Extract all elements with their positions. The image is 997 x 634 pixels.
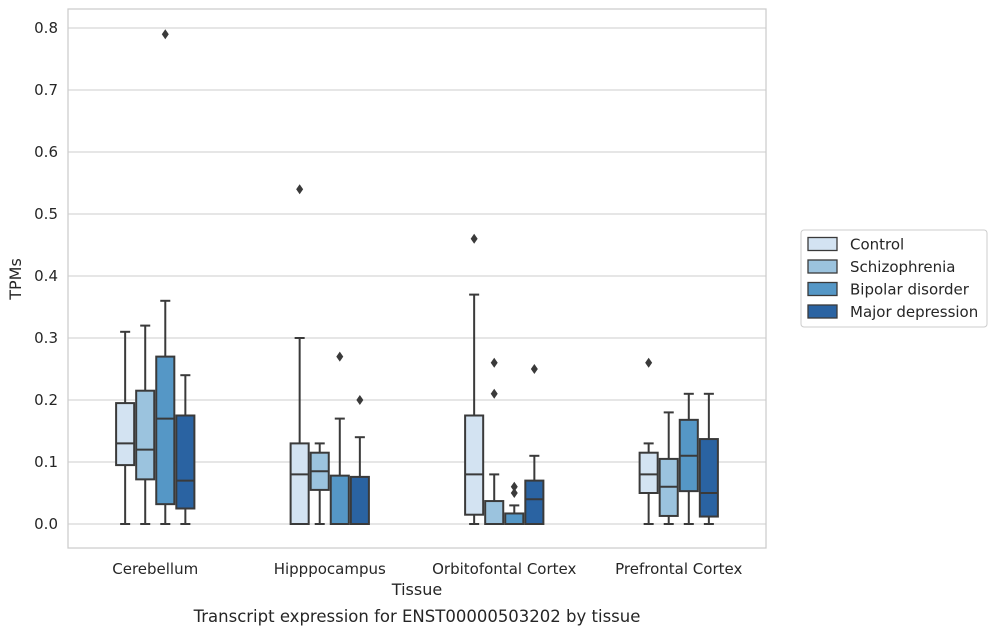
outlier-point: [490, 388, 498, 399]
x-tick-label: Orbitofontal Cortex: [432, 560, 576, 578]
box-3-1: [658, 411, 679, 525]
x-axis-label: Tissue: [391, 580, 442, 599]
box-3-0: [638, 357, 659, 525]
legend-item: Major depression: [807, 303, 978, 321]
outlier-point: [510, 488, 518, 498]
box-0-0: [115, 330, 136, 525]
legend-item: Schizophrenia: [807, 258, 955, 276]
outlier-point: [296, 184, 304, 195]
box-0-2: [155, 29, 176, 525]
box-1-3: [349, 395, 370, 526]
figure-caption: Transcript expression for ENST0000050320…: [193, 607, 641, 626]
box-1-2: [329, 351, 350, 526]
outlier-point: [161, 29, 169, 40]
box-3-2: [678, 392, 699, 525]
y-tick-label: 0.6: [34, 143, 58, 161]
legend-label: Control: [850, 236, 904, 254]
y-tick-label: 0.8: [34, 19, 58, 37]
box-2-1: [484, 357, 505, 525]
iqr-box: [135, 389, 156, 481]
box-0-3: [175, 374, 196, 525]
x-tick-label: Cerebellum: [112, 560, 198, 578]
boxes: [115, 29, 719, 526]
iqr-box: [638, 451, 659, 495]
plot-area-frame: [67, 8, 767, 549]
iqr-box: [155, 355, 176, 506]
legend-label: Bipolar disorder: [850, 281, 970, 299]
y-tick-label: 0.1: [34, 453, 58, 471]
legend-item: Control: [807, 236, 904, 254]
y-tick-label: 0.2: [34, 391, 58, 409]
legend-label: Schizophrenia: [850, 258, 955, 276]
box-0-1: [135, 324, 156, 525]
outlier-point: [470, 233, 478, 244]
y-tick-label: 0.0: [34, 515, 58, 533]
iqr-box: [349, 475, 370, 526]
legend-swatch: [807, 281, 838, 297]
legend-swatch: [807, 236, 838, 252]
iqr-box: [504, 512, 525, 526]
y-tick-label: 0.4: [34, 267, 58, 285]
x-tick-label: Prefrontal Cortex: [615, 560, 742, 578]
legend-label: Major depression: [850, 303, 978, 321]
outlier-point: [356, 395, 364, 405]
outlier-point: [510, 481, 518, 492]
iqr-box: [289, 442, 310, 525]
legend-swatch: [807, 259, 838, 274]
outlier-point: [336, 351, 344, 362]
box-2-0: [464, 233, 485, 525]
iqr-box: [464, 414, 485, 516]
box-2-2: [504, 481, 525, 526]
iqr-box: [115, 402, 136, 467]
y-tick-label: 0.5: [34, 205, 58, 223]
legend-swatch: [807, 304, 838, 319]
iqr-box: [698, 438, 719, 518]
iqr-box: [524, 479, 545, 526]
outlier-point: [490, 357, 498, 368]
box-3-3: [698, 392, 719, 525]
box-2-3: [524, 364, 545, 526]
x-tick-labels: Cerebellum Hipppocampus Orbitofontal Corte…: [112, 560, 742, 578]
y-tick-labels: 0.0 0.1 0.2 0.3 0.4 0.5 0.6 0.7 0.8: [34, 19, 58, 533]
outlier-point: [530, 364, 538, 374]
legend-frame: [800, 229, 988, 328]
y-tick-label: 0.3: [34, 329, 58, 347]
legend: Control Schizophrenia Bipolar disorder Majo…: [800, 229, 988, 328]
box-1-0: [289, 184, 310, 525]
iqr-box: [484, 500, 505, 525]
iqr-box: [329, 474, 350, 526]
y-axis-label: TPMs: [6, 258, 25, 301]
iqr-box: [175, 414, 196, 510]
legend-item: Bipolar disorder: [807, 281, 970, 299]
y-tick-label: 0.7: [34, 81, 58, 99]
box-1-1: [309, 442, 330, 525]
x-tick-label: Hipppocampus: [274, 560, 386, 578]
outlier-point: [645, 357, 653, 368]
